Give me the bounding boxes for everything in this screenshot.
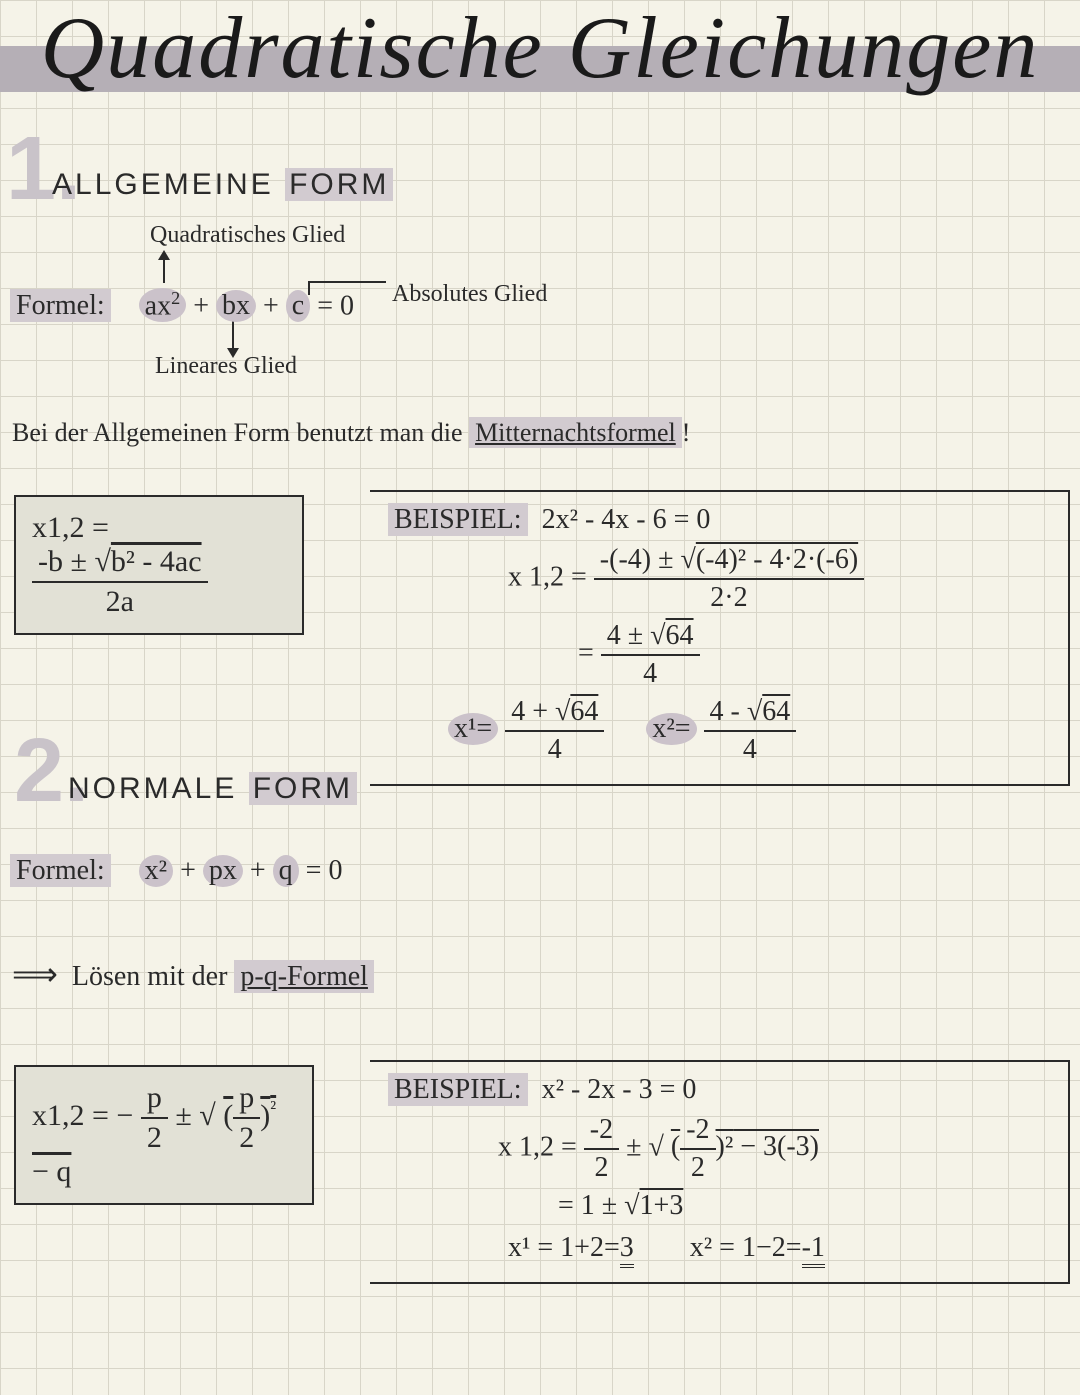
term-px: px — [203, 855, 243, 887]
ex2-ans-1: 3 — [620, 1232, 634, 1268]
term-x2: x² — [139, 855, 173, 887]
term-q: q — [273, 855, 299, 887]
formel-label-1: Formel: — [10, 289, 111, 322]
arrow-lin-head — [227, 348, 239, 358]
example-2-label: BEISPIEL: — [388, 1073, 528, 1106]
pq-formula-box: x1,2 = − p 2 ± √ (p2)² − q — [14, 1065, 314, 1205]
formel-label-2: Formel: — [10, 854, 111, 887]
anno-linear: Lineares Glied — [155, 353, 297, 380]
section-1-hint: Bei der Allgemeinen Form benutzt man die… — [12, 418, 690, 448]
ex2-ans-2: -1 — [802, 1232, 825, 1268]
formula-frac: -b ± √b² - 4ac 2a — [32, 545, 208, 619]
arrow-lin-line — [232, 320, 234, 350]
arrow-quad-head — [158, 250, 170, 260]
section-2-heading: NORMALE FORM — [68, 772, 357, 806]
section-1-heading: ALLGEMEINE FORM — [52, 168, 393, 202]
anno-quadratic: Quadratisches Glied — [150, 222, 345, 249]
section-1-heading-hl: FORM — [285, 168, 393, 201]
page-title: Quadratische Gleichungen — [20, 0, 1060, 106]
formel-line-2: Formel: x² + px + q = 0 — [10, 855, 342, 887]
example-1-label: BEISPIEL: — [388, 503, 528, 536]
example-2-eq: x² - 2x - 3 = 0 — [542, 1074, 697, 1105]
formula-lhs: x1,2 = — [32, 511, 109, 544]
term-bx: bx — [216, 290, 256, 322]
example-2-box: BEISPIEL: x² - 2x - 3 = 0 x 1,2 = -2 2 ±… — [370, 1060, 1070, 1284]
anno-absolute: Absolutes Glied — [392, 281, 547, 308]
term-ax2: ax2 — [139, 288, 187, 322]
example-1-eq: 2x² - 4x - 6 = 0 — [542, 504, 711, 535]
arrow-icon: ⟹ — [12, 956, 58, 992]
formel-line-1: Formel: ax2 + bx + c = 0 — [10, 288, 354, 322]
example-1-box: BEISPIEL: 2x² - 4x - 6 = 0 x 1,2 = -(-4)… — [370, 490, 1070, 786]
mitternacht-formula-box: x1,2 = -b ± √b² - 4ac 2a — [14, 495, 304, 635]
ex1-x2-label: x²= — [646, 713, 696, 745]
section-2-hint: ⟹ Lösen mit der p-q-Formel — [12, 955, 374, 993]
pq-key: p-q-Formel — [234, 960, 374, 993]
section-1-heading-pre: ALLGEMEINE — [52, 168, 285, 201]
ex1-x1-label: x¹= — [448, 713, 498, 745]
mitternachts-key: Mitternachtsformel — [469, 417, 682, 448]
term-c: c — [286, 290, 310, 322]
arrow-abs-h — [308, 281, 386, 283]
